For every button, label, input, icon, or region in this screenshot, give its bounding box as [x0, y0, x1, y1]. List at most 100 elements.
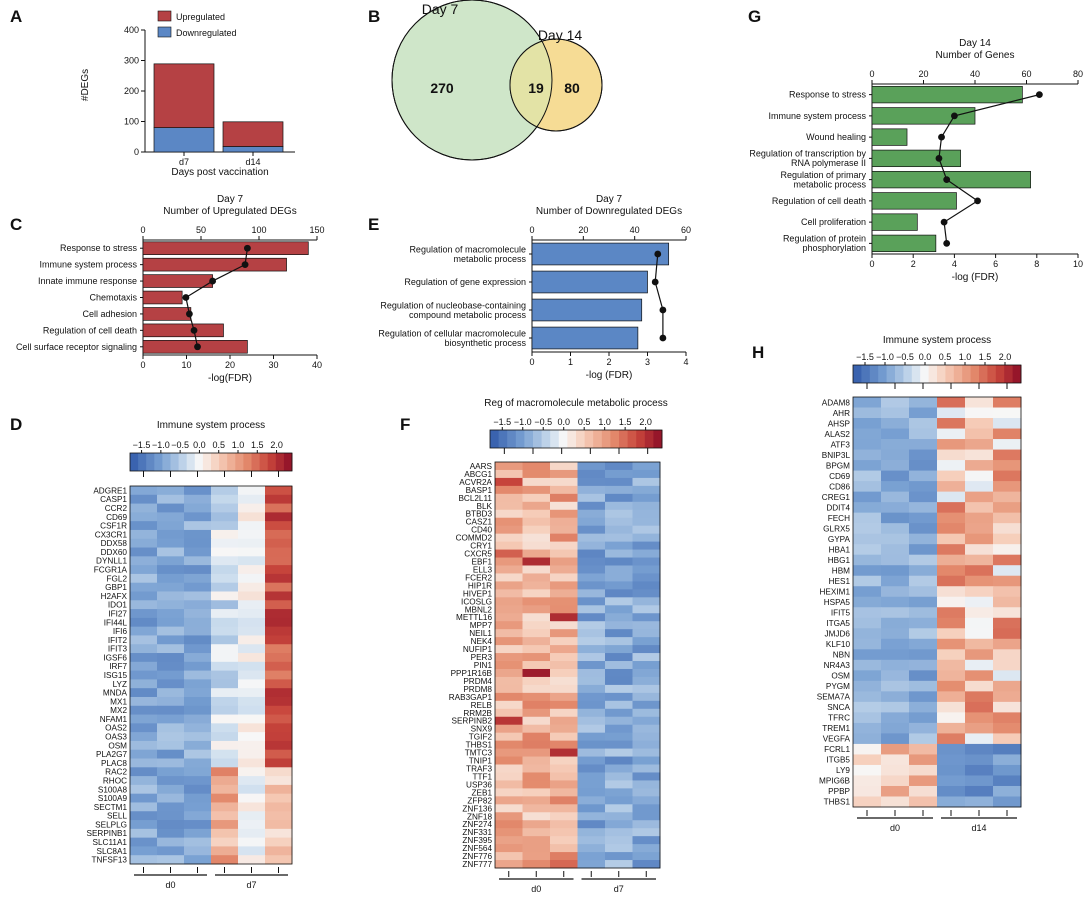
- panel-e-category-label: Regulation of gene expression: [404, 277, 526, 287]
- panel-d-cell: [157, 653, 185, 663]
- panel-h-gene-label: PYGM: [826, 682, 850, 691]
- panel-h-cell: [937, 512, 966, 524]
- panel-h-colorbar-swatch: [853, 365, 862, 383]
- panel-e-top-tick-label: 0: [529, 225, 534, 235]
- panel-d-cell: [211, 591, 239, 601]
- panel-h-cell: [909, 743, 938, 755]
- panel-h-gene-label: SEMA7A: [817, 693, 851, 702]
- panel-d-cell: [211, 653, 239, 663]
- panel-f-cell: [632, 780, 661, 789]
- panel-f-gene-label: THBS1: [466, 741, 493, 750]
- panel-h-colorbar-swatch: [937, 365, 946, 383]
- panel-d-gene-label: IGSF6: [103, 653, 127, 662]
- panel-h-cell: [909, 502, 938, 514]
- panel-d-cell: [184, 714, 212, 724]
- panel-f-cell: [550, 844, 578, 853]
- panel-h-cell: [853, 586, 882, 598]
- panel-e-category-label: Regulation of macromolecule metabolic pro…: [409, 244, 526, 264]
- panel-g-x-tick-label: 10: [1073, 259, 1083, 269]
- panel-h-cell: [881, 743, 910, 755]
- panel-h-colorbar-swatch: [928, 365, 938, 383]
- panel-f-cell: [577, 653, 606, 662]
- panel-c-x-tick-label: 0: [140, 360, 145, 370]
- panel-f-cell: [550, 525, 578, 535]
- panel-d-cell: [130, 740, 158, 751]
- panel-f-cell: [577, 684, 606, 694]
- panel-f-cell: [577, 780, 606, 789]
- panel-f-cell: [550, 509, 578, 519]
- panel-d-cell: [265, 582, 293, 592]
- panel-f-cell: [577, 645, 606, 654]
- panel-f-cell: [550, 756, 578, 766]
- panel-h-cell: [993, 691, 1022, 703]
- panel-d-cell: [238, 635, 266, 645]
- panel-h-gene-label: TFRC: [828, 714, 850, 723]
- panel-d-cell: [238, 617, 266, 628]
- panel-d-cell: [130, 714, 158, 724]
- panel-f-cell: [495, 748, 523, 758]
- panel-f-colorbar-swatch: [558, 430, 568, 448]
- panel-f-cell: [522, 692, 551, 702]
- panel-f-colorbar-tick-label: −1.0: [514, 417, 532, 427]
- panel-h-cell: [937, 733, 966, 745]
- panel-d-cell: [211, 617, 239, 628]
- panel-f-cell: [550, 493, 578, 503]
- panel-d-cell: [130, 837, 158, 847]
- panel-h-cell: [909, 722, 938, 734]
- panel-d-colorbar-tick-label: 2.0: [270, 440, 283, 450]
- panel-f-colorbar-swatch: [498, 430, 508, 448]
- panel-g-top-tick-label: 80: [1073, 69, 1083, 79]
- panel-f-colorbar-tick-label: 0.5: [578, 417, 591, 427]
- panel-d-cell: [238, 600, 266, 610]
- panel-h-cell: [853, 722, 882, 734]
- panel-f-gene-label: EBF1: [472, 558, 493, 567]
- panel-d-cell: [157, 565, 185, 575]
- panel-d-cell: [184, 565, 212, 575]
- panel-f-cell: [495, 629, 523, 638]
- panel-f-cell: [550, 740, 578, 750]
- panel-f-colorbar-tick-label: 0.0: [557, 417, 570, 427]
- panel-d-cell: [238, 547, 266, 557]
- panel-f-cell: [577, 820, 606, 829]
- panel-f-cell: [577, 525, 606, 535]
- panel-f-cell: [550, 668, 578, 678]
- panel-d-cell: [184, 486, 212, 496]
- panel-f-cell: [522, 581, 551, 590]
- panel-f-cell: [522, 804, 551, 813]
- panel-d-cell: [157, 573, 185, 584]
- panel-d-gene-label: SECTM1: [94, 803, 128, 812]
- panel-h-group-label-d0: d0: [890, 823, 900, 833]
- panel-d-cell: [130, 582, 158, 592]
- panel-d-cell: [157, 714, 185, 724]
- panel-d-cell: [211, 749, 239, 760]
- panel-d-colorbar-swatch: [146, 453, 155, 471]
- panel-d-cell: [238, 855, 266, 865]
- venn-overlap-region: [510, 41, 552, 127]
- panel-h-gene-label: AHR: [833, 409, 850, 418]
- panel-d-cell: [211, 626, 239, 636]
- panel-f-cell: [605, 462, 633, 471]
- panel-d-cell: [157, 644, 185, 654]
- panel-f-cell: [632, 724, 661, 734]
- panel-f-cell: [577, 708, 606, 718]
- panel-f-title: Reg of macromolecule metabolic process: [484, 398, 667, 409]
- panel-d-gene-label: NFAM1: [100, 715, 128, 724]
- panel-h-gene-label: HBG1: [828, 556, 851, 565]
- panel-f-gene-label: COMMD2: [456, 534, 493, 543]
- panel-f-cell: [632, 740, 661, 750]
- panel-f-cell: [495, 828, 523, 837]
- panel-h-cell: [853, 638, 882, 650]
- panel-f-cell: [577, 748, 606, 758]
- panel-h-gene-label: CD86: [829, 482, 850, 491]
- panel-h-cell: [881, 712, 910, 724]
- panel-f-cell: [605, 804, 633, 813]
- panel-f-cell: [605, 533, 633, 543]
- panel-f-cell: [632, 716, 661, 726]
- panel-f-colorbar-swatch: [601, 430, 611, 448]
- panel-d-cell: [184, 521, 212, 531]
- panel-c-x-tick-label: 20: [225, 360, 235, 370]
- panel-h-cell: [853, 523, 882, 535]
- panel-h-cell: [993, 596, 1022, 608]
- panel-d-cell: [184, 705, 212, 716]
- panel-f-cell: [605, 589, 633, 598]
